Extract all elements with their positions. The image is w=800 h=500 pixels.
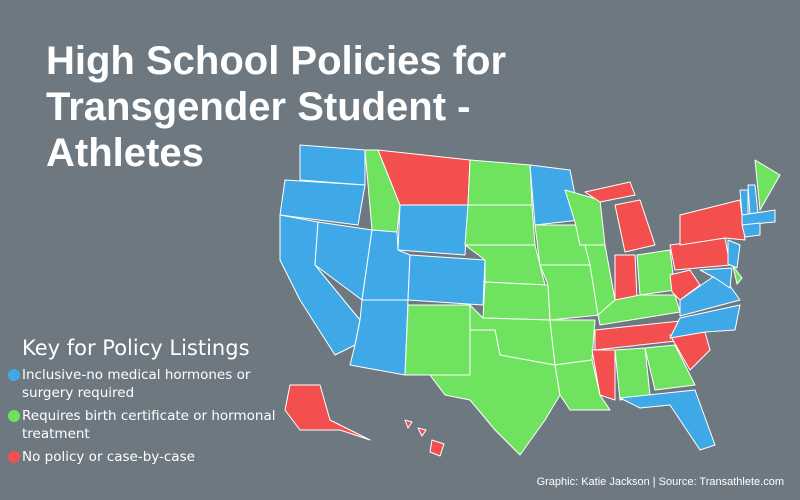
state <box>614 199 656 253</box>
state <box>549 319 596 366</box>
state <box>669 269 701 301</box>
state <box>404 304 471 376</box>
state <box>636 249 676 296</box>
state <box>732 265 743 285</box>
legend-swatch <box>8 369 20 381</box>
state <box>727 239 741 269</box>
state <box>741 209 776 226</box>
legend-label: Inclusive-no medical hormones or surgery… <box>22 367 251 401</box>
legend-heading: Key for Policy Listings <box>22 336 250 360</box>
state <box>349 299 409 376</box>
state <box>417 427 427 437</box>
state <box>407 254 486 306</box>
state <box>554 359 611 411</box>
state <box>614 347 651 401</box>
state <box>591 349 616 401</box>
title: High School Policies for Transgender Stu… <box>46 39 507 175</box>
state <box>364 149 401 233</box>
state <box>284 384 371 441</box>
legend-item: Inclusive-no medical hormones or surgery… <box>8 366 298 402</box>
legend-swatch <box>8 410 20 422</box>
state <box>429 439 445 457</box>
legend-label: No policy or case-by-case <box>22 449 195 465</box>
state <box>464 204 536 246</box>
state <box>739 189 749 216</box>
state <box>619 389 716 451</box>
legend-item: No policy or case-by-case <box>8 448 298 466</box>
state <box>404 419 413 429</box>
legend-label: Requires birth certificate or hormonal t… <box>22 408 276 442</box>
state <box>614 254 638 301</box>
state <box>482 281 551 321</box>
state <box>429 329 561 456</box>
state <box>669 237 731 271</box>
legend-swatch <box>8 451 20 463</box>
state <box>754 159 781 211</box>
state <box>669 304 741 339</box>
state <box>679 199 746 246</box>
credit: Graphic: Katie Jackson | Source: Transat… <box>536 476 784 488</box>
states <box>279 144 781 457</box>
state <box>397 204 469 256</box>
state <box>747 184 759 216</box>
state <box>584 181 636 203</box>
state <box>741 222 761 238</box>
state <box>279 179 366 226</box>
state <box>644 344 696 391</box>
state <box>539 264 601 321</box>
legend-item: Requires birth certificate or hormonal t… <box>8 407 298 443</box>
state <box>699 267 733 289</box>
legend: Inclusive-no medical hormones or surgery… <box>8 366 298 471</box>
